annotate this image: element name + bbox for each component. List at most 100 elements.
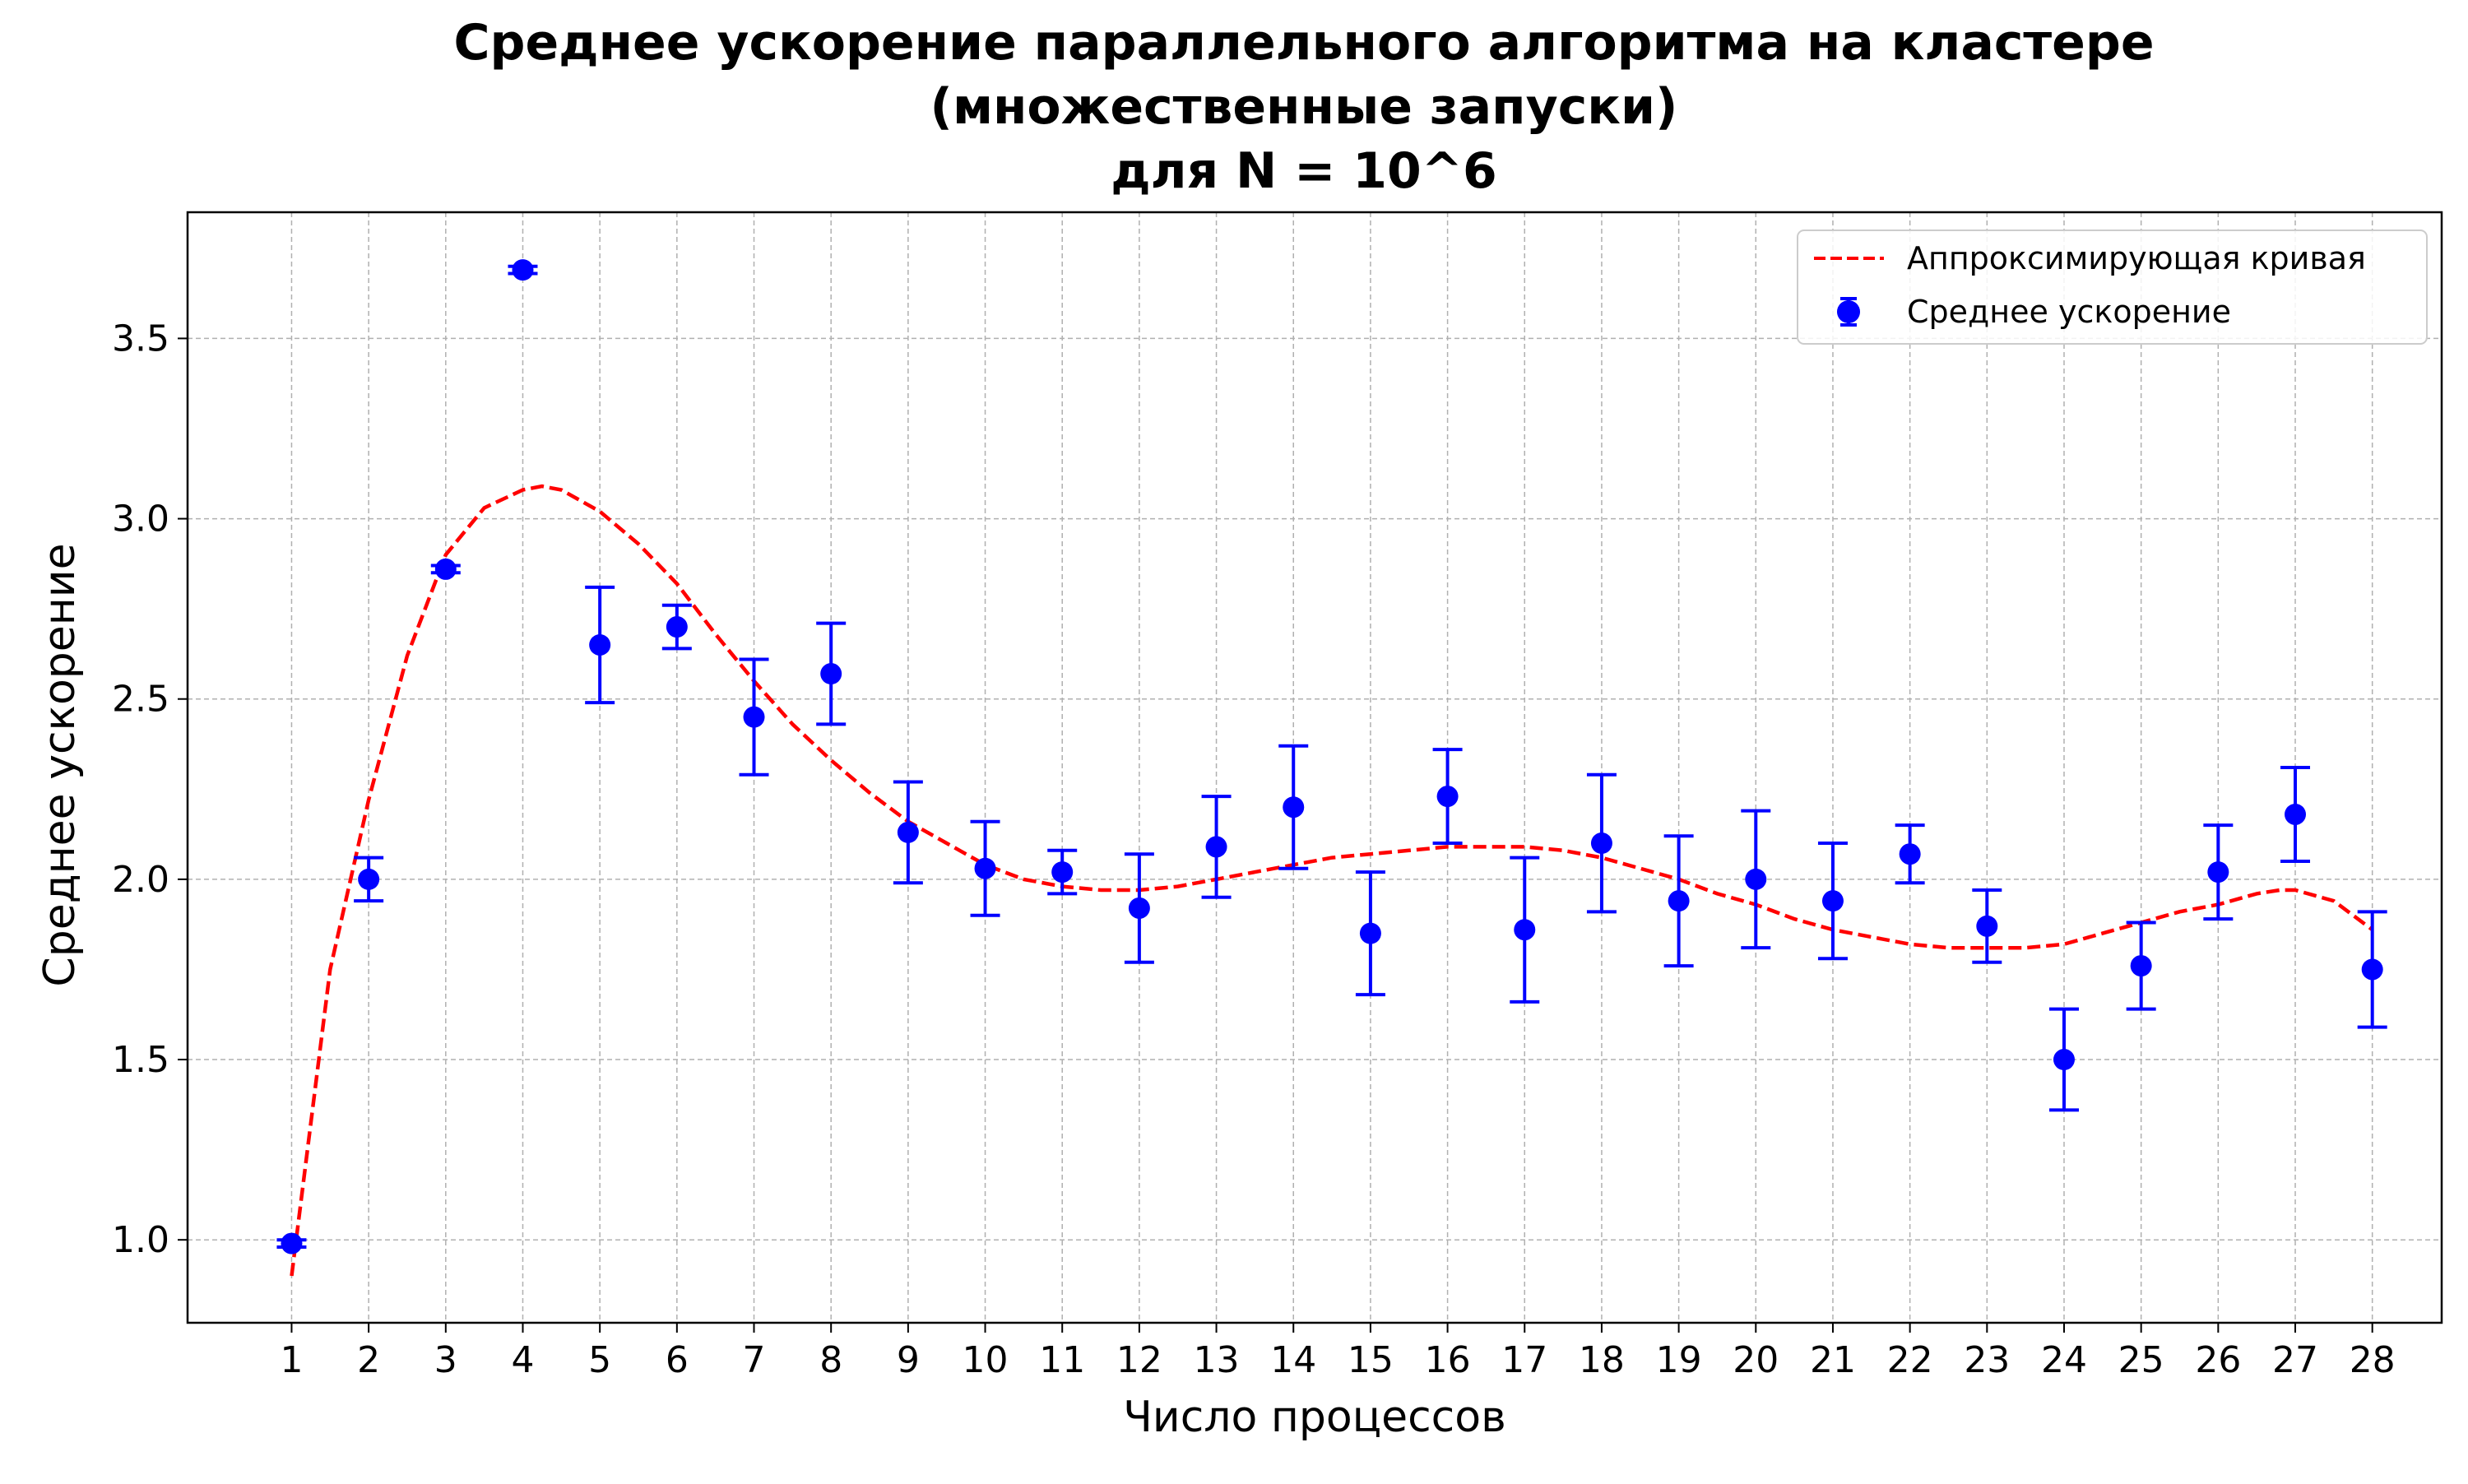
x-tick-label: 24: [2041, 1339, 2087, 1381]
errorbar-point: [739, 657, 769, 777]
plot-frame: [186, 211, 2443, 1324]
x-tick-label: 25: [2118, 1339, 2164, 1381]
x-tick-label: 3: [434, 1339, 457, 1381]
data-point: [434, 558, 457, 580]
data-point: [1590, 832, 1612, 855]
x-tick-label: 13: [1194, 1339, 1240, 1381]
legend-label-points: Среднее ускорение: [1907, 294, 2231, 330]
errorbar-point: [1663, 834, 1694, 968]
legend-errorbar-swatch: [1837, 297, 1860, 327]
errorbar-point: [1895, 823, 1925, 885]
data-point: [1436, 786, 1459, 808]
errorbar-point: [816, 621, 847, 726]
data-point: [358, 868, 380, 890]
errorbar-point: [1047, 848, 1078, 896]
errorbar-point: [1355, 870, 1385, 997]
data-point: [1821, 890, 1844, 912]
x-tick-label: 12: [1116, 1339, 1162, 1381]
data-point: [897, 821, 919, 843]
chart-title-line-1: Среднее ускорение параллельного алгоритм…: [453, 14, 2154, 72]
x-tick-label: 6: [666, 1339, 689, 1381]
errorbar-point: [1586, 772, 1617, 914]
plot-area: [276, 259, 2387, 1277]
errorbar-point: [1510, 856, 1540, 1004]
x-axis-label: Число процессов: [1123, 1393, 1505, 1442]
errorbar-point: [970, 819, 1000, 917]
x-tick-label: 14: [1270, 1339, 1316, 1381]
x-tick-label: 9: [897, 1339, 920, 1381]
data-point: [1899, 843, 1921, 865]
data-point: [2130, 955, 2152, 977]
chart-title-line-3: для N = 10^6: [1111, 142, 1497, 200]
x-tick-label: 10: [963, 1339, 1009, 1381]
x-tick-label: 23: [1964, 1339, 2010, 1381]
errorbar-point: [1278, 744, 1309, 870]
x-tick-label: 27: [2272, 1339, 2318, 1381]
errorbar-point: [1432, 748, 1463, 846]
data-point: [512, 259, 534, 281]
y-tick-label: 3.5: [112, 318, 169, 359]
y-axis-label: Среднее ускорение: [35, 543, 85, 986]
data-point: [1128, 897, 1150, 919]
data-point: [2207, 861, 2229, 883]
errorbar-point: [585, 585, 615, 705]
x-tick-label: 20: [1733, 1339, 1779, 1381]
data-point: [2285, 803, 2307, 825]
axis-ticks: 1 2 3 4 5 6 7 8 9 10 11 12 13 14 15 16 17 18 19 20 21 22 23 24 2…: [112, 318, 2396, 1381]
errorbar-point: [430, 558, 461, 580]
data-point: [666, 616, 688, 638]
legend: Аппроксимирующая кривая Среднее ускорени…: [1797, 230, 2428, 345]
fit-curve-line: [290, 484, 2374, 1277]
data-point: [281, 1232, 303, 1254]
y-tick-label: 1.0: [112, 1219, 169, 1261]
x-tick-label: 22: [1887, 1339, 1933, 1381]
data-point: [1668, 890, 1690, 912]
x-tick-label: 5: [588, 1339, 611, 1381]
y-tick-label: 3.0: [112, 499, 169, 540]
data-point: [974, 857, 996, 879]
x-tick-label: 11: [1039, 1339, 1085, 1381]
data-point: [1359, 922, 1381, 944]
errorbar-point: [2203, 823, 2234, 921]
y-tick-label: 2.5: [112, 679, 169, 721]
data-point: [1745, 868, 1767, 890]
data-point: [743, 706, 765, 728]
data-point: [1514, 919, 1536, 941]
x-tick-label: 1: [280, 1339, 303, 1381]
data-point: [1205, 836, 1227, 858]
errorbar-point: [508, 259, 538, 281]
legend-box: [1797, 230, 2428, 345]
errorbar-point: [893, 780, 923, 885]
x-tick-label: 19: [1656, 1339, 1702, 1381]
y-tick-label: 1.5: [112, 1039, 169, 1081]
errorbar-point: [1201, 795, 1232, 899]
x-tick-label: 18: [1579, 1339, 1625, 1381]
y-tick-label: 2.0: [112, 859, 169, 901]
errorbar-point: [661, 603, 692, 651]
errorbar-point: [276, 1232, 307, 1254]
x-tick-label: 2: [357, 1339, 380, 1381]
errorbar-point: [1741, 809, 1771, 950]
data-point: [1283, 796, 1305, 819]
errorbar-point: [2048, 1007, 2079, 1112]
chart-title: Среднее ускорение параллельного алгоритм…: [453, 14, 2154, 200]
data-point: [1976, 915, 1998, 937]
errorbar-point: [2357, 910, 2387, 1029]
data-point: [2053, 1049, 2075, 1071]
x-tick-label: 7: [743, 1339, 766, 1381]
data-point: [1051, 861, 1074, 883]
x-tick-label: 28: [2350, 1339, 2396, 1381]
errorbar-point: [1124, 852, 1154, 964]
x-tick-label: 15: [1348, 1339, 1394, 1381]
errorbar-point: [354, 856, 384, 903]
x-tick-label: 4: [511, 1339, 534, 1381]
legend-label-curve: Аппроксимирующая кривая: [1907, 240, 2366, 276]
errorbar-point: [1817, 842, 1848, 961]
x-tick-label: 21: [1810, 1339, 1856, 1381]
data-point: [2361, 958, 2383, 981]
x-tick-label: 26: [2195, 1339, 2241, 1381]
x-tick-label: 16: [1425, 1339, 1471, 1381]
data-point: [820, 663, 842, 685]
